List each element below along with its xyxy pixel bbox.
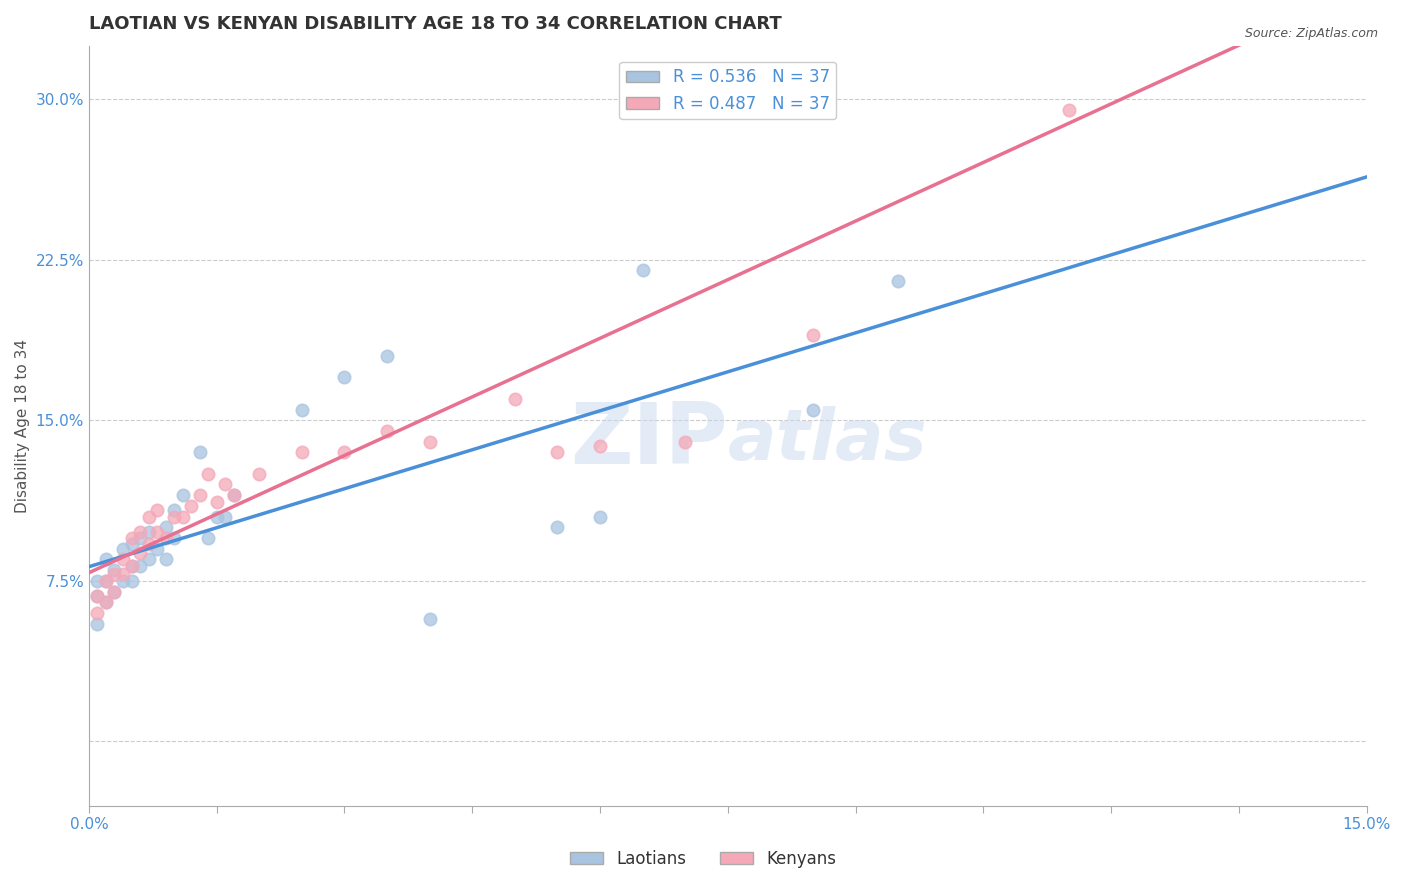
- Point: [111, 541, 134, 556]
- Point: [121, 574, 143, 588]
- Point: [188, 445, 211, 459]
- Point: [146, 503, 169, 517]
- Point: [129, 524, 152, 539]
- Text: LAOTIAN VS KENYAN DISABILITY AGE 18 TO 34 CORRELATION CHART: LAOTIAN VS KENYAN DISABILITY AGE 18 TO 3…: [89, 15, 782, 33]
- Point: [111, 567, 134, 582]
- Point: [205, 509, 228, 524]
- Point: [589, 439, 612, 453]
- Point: [503, 392, 526, 406]
- Point: [103, 563, 125, 577]
- Point: [86, 616, 108, 631]
- Point: [222, 488, 245, 502]
- Text: atlas: atlas: [728, 407, 928, 475]
- Point: [247, 467, 270, 481]
- Point: [419, 434, 441, 449]
- Point: [86, 589, 108, 603]
- Point: [222, 488, 245, 502]
- Point: [801, 327, 824, 342]
- Point: [214, 509, 236, 524]
- Text: Source: ZipAtlas.com: Source: ZipAtlas.com: [1244, 27, 1378, 40]
- Point: [801, 402, 824, 417]
- Point: [631, 263, 654, 277]
- Point: [138, 509, 160, 524]
- Point: [589, 509, 612, 524]
- Point: [333, 370, 356, 384]
- Point: [155, 552, 177, 566]
- Point: [94, 552, 117, 566]
- Point: [121, 558, 143, 573]
- Point: [86, 574, 108, 588]
- Text: ZIP: ZIP: [569, 400, 728, 483]
- Point: [333, 445, 356, 459]
- Point: [138, 552, 160, 566]
- Point: [197, 531, 219, 545]
- Point: [205, 494, 228, 508]
- Point: [546, 520, 568, 534]
- Point: [121, 558, 143, 573]
- Point: [155, 520, 177, 534]
- Point: [103, 584, 125, 599]
- Point: [172, 509, 194, 524]
- Point: [163, 531, 186, 545]
- Point: [146, 541, 169, 556]
- Point: [111, 574, 134, 588]
- Point: [129, 558, 152, 573]
- Point: [146, 524, 169, 539]
- Point: [86, 606, 108, 620]
- Point: [94, 574, 117, 588]
- Point: [419, 612, 441, 626]
- Point: [197, 467, 219, 481]
- Point: [375, 349, 398, 363]
- Point: [129, 546, 152, 560]
- Point: [375, 424, 398, 438]
- Point: [138, 537, 160, 551]
- Point: [111, 552, 134, 566]
- Point: [121, 531, 143, 545]
- Y-axis label: Disability Age 18 to 34: Disability Age 18 to 34: [15, 339, 30, 513]
- Point: [291, 445, 314, 459]
- Point: [673, 434, 696, 449]
- Legend: Laotians, Kenyans: Laotians, Kenyans: [562, 844, 844, 875]
- Point: [546, 445, 568, 459]
- Point: [121, 537, 143, 551]
- Point: [103, 567, 125, 582]
- Point: [138, 524, 160, 539]
- Point: [1057, 103, 1080, 117]
- Point: [86, 589, 108, 603]
- Point: [887, 274, 910, 288]
- Point: [94, 574, 117, 588]
- Point: [188, 488, 211, 502]
- Legend: R = 0.536   N = 37, R = 0.487   N = 37: R = 0.536 N = 37, R = 0.487 N = 37: [619, 62, 837, 120]
- Point: [103, 584, 125, 599]
- Point: [163, 509, 186, 524]
- Point: [94, 595, 117, 609]
- Point: [214, 477, 236, 491]
- Point: [180, 499, 202, 513]
- Point: [291, 402, 314, 417]
- Point: [129, 531, 152, 545]
- Point: [163, 503, 186, 517]
- Point: [172, 488, 194, 502]
- Point: [94, 595, 117, 609]
- Point: [155, 531, 177, 545]
